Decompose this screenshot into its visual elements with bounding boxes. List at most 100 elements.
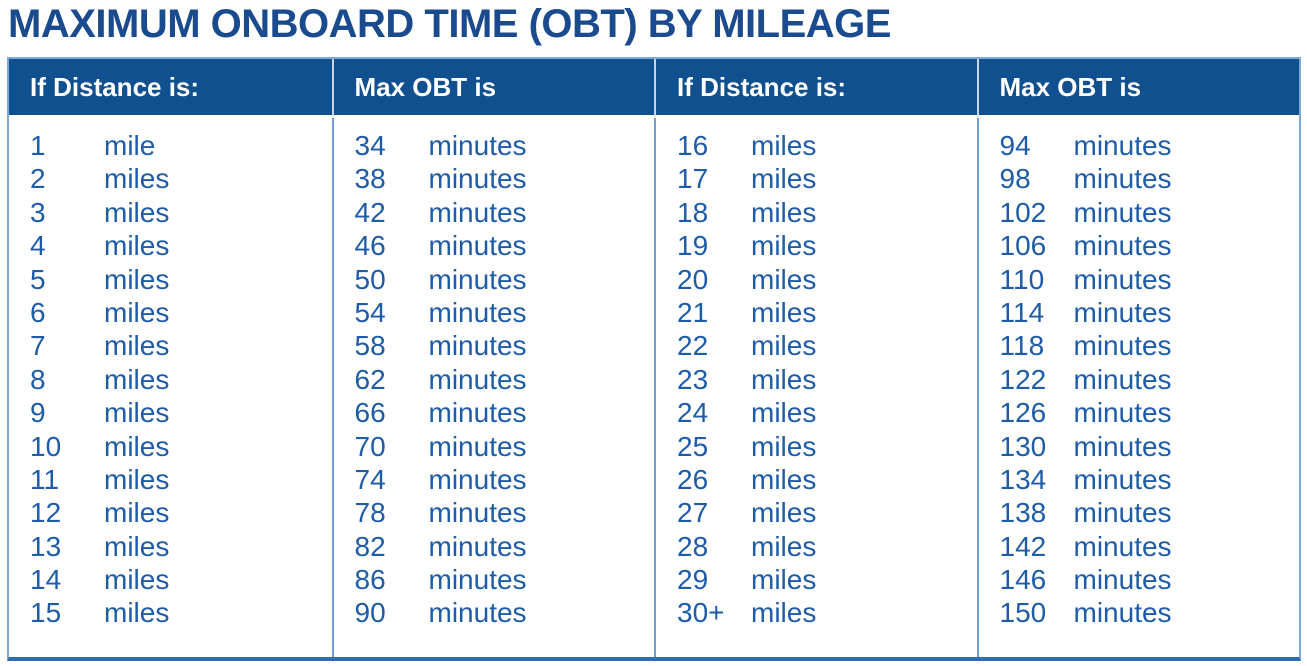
table-row: 42 minutes	[334, 196, 655, 229]
distance-value: 17	[677, 163, 709, 195]
distance-unit: miles	[104, 564, 170, 596]
distance-unit: miles	[751, 130, 817, 161]
obt-unit: minutes	[1073, 263, 1172, 295]
table-row: 4 miles	[9, 229, 332, 262]
distance-unit: miles	[104, 230, 170, 262]
obt-value: 46	[354, 230, 386, 262]
distance-unit: miles	[751, 196, 817, 228]
obt-unit: minutes	[1073, 230, 1172, 262]
obt-value: 86	[354, 564, 386, 596]
obt-value: 90	[354, 597, 386, 629]
table-row: 54 minutes	[334, 296, 655, 329]
distance-unit: miles	[104, 397, 170, 429]
distance-unit: miles	[751, 597, 817, 629]
distance-value: 4	[30, 230, 46, 262]
column-header-obt-1: Max OBT is	[331, 59, 654, 118]
obt-value: 98	[999, 163, 1031, 195]
distance-value: 11	[30, 463, 60, 495]
obt-unit: minutes	[428, 263, 527, 295]
obt-unit: minutes	[1073, 397, 1172, 429]
obt-unit: minutes	[1073, 196, 1172, 228]
distance-unit: miles	[751, 230, 817, 262]
distance-value: 28	[677, 530, 709, 562]
table-row: 2 miles	[9, 162, 332, 195]
obt-value: 34	[354, 130, 386, 161]
distance-value: 5	[30, 263, 46, 295]
table-row: 3 miles	[9, 196, 332, 229]
obt-unit: minutes	[1073, 163, 1172, 195]
distance-value: 9	[30, 397, 46, 429]
distance-value: 22	[677, 330, 709, 362]
table-row: 13 miles	[9, 530, 332, 563]
column-header-obt-2: Max OBT is	[976, 59, 1299, 118]
obt-unit: minutes	[1073, 597, 1172, 629]
table-row: 150 minutes	[979, 596, 1300, 629]
table-row: 86 minutes	[334, 563, 655, 596]
table-row: 46 minutes	[334, 229, 655, 262]
distance-unit: miles	[751, 330, 817, 362]
table-row: 7 miles	[9, 329, 332, 362]
table-row: 10 miles	[9, 430, 332, 463]
obt-unit: minutes	[428, 397, 527, 429]
table-row: 122 minutes	[979, 363, 1300, 396]
distance-value: 27	[677, 497, 709, 529]
table-column-obt-2: Max OBT is 94 minutes 98 minutes 102	[976, 59, 1300, 657]
obt-unit: minutes	[428, 530, 527, 562]
distance-unit: miles	[104, 597, 170, 629]
table-row: 28 miles	[656, 530, 977, 563]
table-row: 25 miles	[656, 430, 977, 463]
table-row: 98 minutes	[979, 162, 1300, 195]
distance-unit: miles	[751, 363, 817, 395]
distance-value: 18	[677, 196, 709, 228]
table-row: 146 minutes	[979, 563, 1300, 596]
distance-unit: miles	[751, 497, 817, 529]
obt-unit: minutes	[428, 130, 527, 161]
table-row: 27 miles	[656, 496, 977, 529]
distance-value: 29	[677, 564, 709, 596]
distance-unit: mile	[104, 130, 156, 161]
table-row: 134 minutes	[979, 463, 1300, 496]
distance-unit: miles	[751, 296, 817, 328]
obt-value: 50	[354, 263, 386, 295]
distance-unit: miles	[104, 463, 170, 495]
obt-unit: minutes	[1073, 564, 1172, 596]
obt-value: 38	[354, 163, 386, 195]
table-column-distance-2: If Distance is: 16 miles 17 miles 18	[654, 59, 977, 657]
table-row: 26 miles	[656, 463, 977, 496]
table-row: 78 minutes	[334, 496, 655, 529]
obt-unit: minutes	[428, 196, 527, 228]
table-row: 74 minutes	[334, 463, 655, 496]
obt-unit: minutes	[1073, 497, 1172, 529]
distance-unit: miles	[104, 363, 170, 395]
table-row: 12 miles	[9, 496, 332, 529]
obt-unit: minutes	[428, 463, 527, 495]
table-row: 8 miles	[9, 363, 332, 396]
obt-value: 130	[999, 430, 1047, 462]
table-row: 17 miles	[656, 162, 977, 195]
distance-value: 12	[30, 497, 62, 529]
obt-value: 146	[999, 564, 1047, 596]
table-row: 19 miles	[656, 229, 977, 262]
column-body-obt-1: 34 minutes 38 minutes 42 minutes 46	[331, 118, 655, 657]
distance-unit: miles	[751, 564, 817, 596]
obt-unit: minutes	[1073, 330, 1172, 362]
distance-value: 14	[30, 564, 62, 596]
obt-value: 110	[999, 263, 1045, 295]
table-row: 20 miles	[656, 263, 977, 296]
obt-unit: minutes	[428, 363, 527, 395]
obt-unit: minutes	[1073, 296, 1172, 328]
distance-value: 15	[30, 597, 62, 629]
table-row: 21 miles	[656, 296, 977, 329]
table-row: 38 minutes	[334, 162, 655, 195]
obt-value: 54	[354, 296, 386, 328]
obt-value: 134	[999, 463, 1047, 495]
distance-unit: miles	[751, 263, 817, 295]
distance-unit: miles	[104, 430, 170, 462]
table-row: 106 minutes	[979, 229, 1300, 262]
table-row: 9 miles	[9, 396, 332, 429]
distance-unit: miles	[751, 430, 817, 462]
obt-unit: minutes	[428, 564, 527, 596]
obt-value: 122	[999, 363, 1047, 395]
obt-value: 74	[354, 463, 386, 495]
distance-unit: miles	[751, 163, 817, 195]
